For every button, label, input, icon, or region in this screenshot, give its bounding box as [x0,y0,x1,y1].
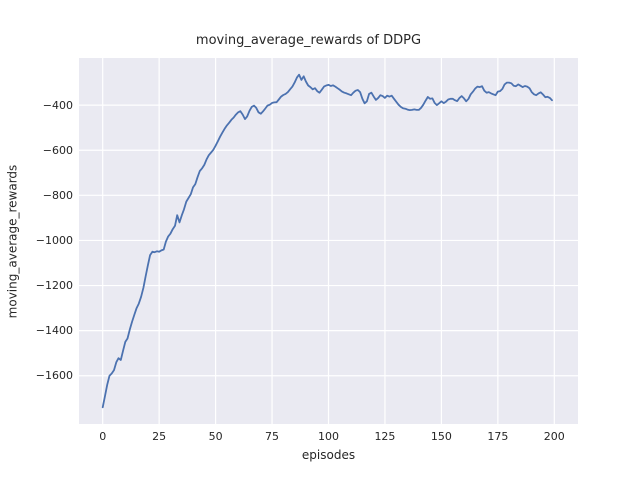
x-tick-label: 125 [374,430,396,443]
x-tick-label: 100 [318,430,339,443]
y-tick-label: −1000 [35,233,73,247]
x-tick-label: 175 [487,430,509,443]
y-tick-label: −600 [42,143,73,157]
y-tick-label: −1600 [35,369,73,383]
chart-title: moving_average_rewards of DDPG [195,33,422,48]
x-tick-label: 200 [543,430,565,443]
y-tick-label: −1200 [35,279,73,293]
y-tick-label: −800 [42,188,73,202]
x-tick-label: 0 [99,430,107,443]
x-axis-label: episodes [301,448,356,462]
x-tick-label: 25 [152,430,167,443]
x-tick-label: 75 [265,430,280,443]
gridlines [79,58,578,424]
x-tick-label: 50 [208,430,223,443]
x-tick-label: 150 [430,430,452,443]
y-tick-label: −400 [42,98,73,112]
y-tick-label: −1400 [35,324,73,338]
reward-series-line [101,73,553,409]
